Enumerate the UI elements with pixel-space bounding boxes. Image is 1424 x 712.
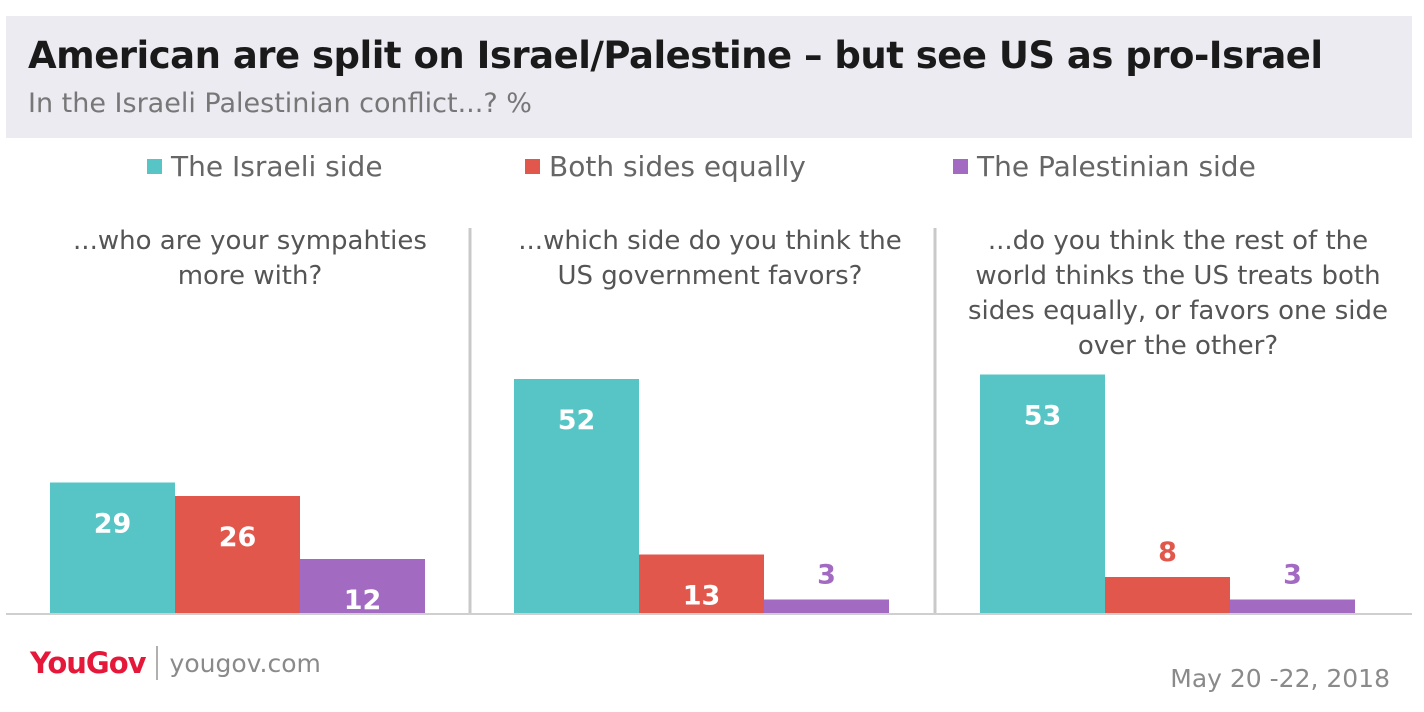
bar-label-panel2-2: 13 xyxy=(683,581,721,612)
panel-3-question: ...do you think the rest of the world th… xyxy=(968,226,1389,361)
site-url: yougov.com xyxy=(169,648,321,678)
panel-1-question: ...who are your sympahties more with? xyxy=(73,226,427,291)
legend-item-both: Both sides equally xyxy=(525,150,806,183)
legend-swatch-both xyxy=(525,159,540,174)
bar-label-panel3-3: 3 xyxy=(1283,560,1302,591)
legend-swatch-israeli xyxy=(147,159,162,174)
legend-label-palestinian: The Palestinian side xyxy=(977,150,1256,183)
bar-label-panel1-3: 12 xyxy=(344,585,382,616)
bar-panel2-1 xyxy=(514,379,639,613)
bar-label-panel2-1: 52 xyxy=(558,405,596,436)
logo-divider xyxy=(155,646,158,680)
yougov-logo: YouGov xyxy=(30,646,147,680)
legend-item-israeli: The Israeli side xyxy=(147,150,383,183)
bar-panel1-1 xyxy=(50,482,175,613)
legend-item-palestinian: The Palestinian side xyxy=(953,150,1256,183)
header-banner: American are split on Israel/Palestine –… xyxy=(6,16,1412,138)
bar-label-panel2-3: 3 xyxy=(817,560,836,591)
bar-panel2-2 xyxy=(639,554,764,613)
legend-label-both: Both sides equally xyxy=(549,150,806,183)
legend-swatch-palestinian xyxy=(953,159,968,174)
bar-panel1-2 xyxy=(175,496,300,613)
bar-panel3-2 xyxy=(1105,577,1230,613)
chart-subtitle: In the Israeli Palestinian conflict...? … xyxy=(28,88,532,119)
bar-panel2-3 xyxy=(764,599,889,613)
bar-label-panel3-1: 53 xyxy=(1024,401,1062,432)
footer-brand: YouGov yougov.com xyxy=(30,646,321,680)
survey-date: May 20 -22, 2018 xyxy=(1170,664,1390,693)
chart-title: American are split on Israel/Palestine –… xyxy=(28,34,1323,77)
bar-label-panel1-1: 29 xyxy=(94,509,132,540)
bar-panel3-1 xyxy=(980,374,1105,613)
legend: The Israeli side Both sides equally The … xyxy=(0,150,1424,194)
bar-label-panel3-2: 8 xyxy=(1158,537,1177,568)
bar-label-panel1-2: 26 xyxy=(219,522,257,553)
bar-panel3-3 xyxy=(1230,599,1355,613)
legend-label-israeli: The Israeli side xyxy=(171,150,383,183)
bar-panel1-3 xyxy=(300,559,425,613)
panel-2-question: ...which side do you think the US govern… xyxy=(518,226,902,291)
